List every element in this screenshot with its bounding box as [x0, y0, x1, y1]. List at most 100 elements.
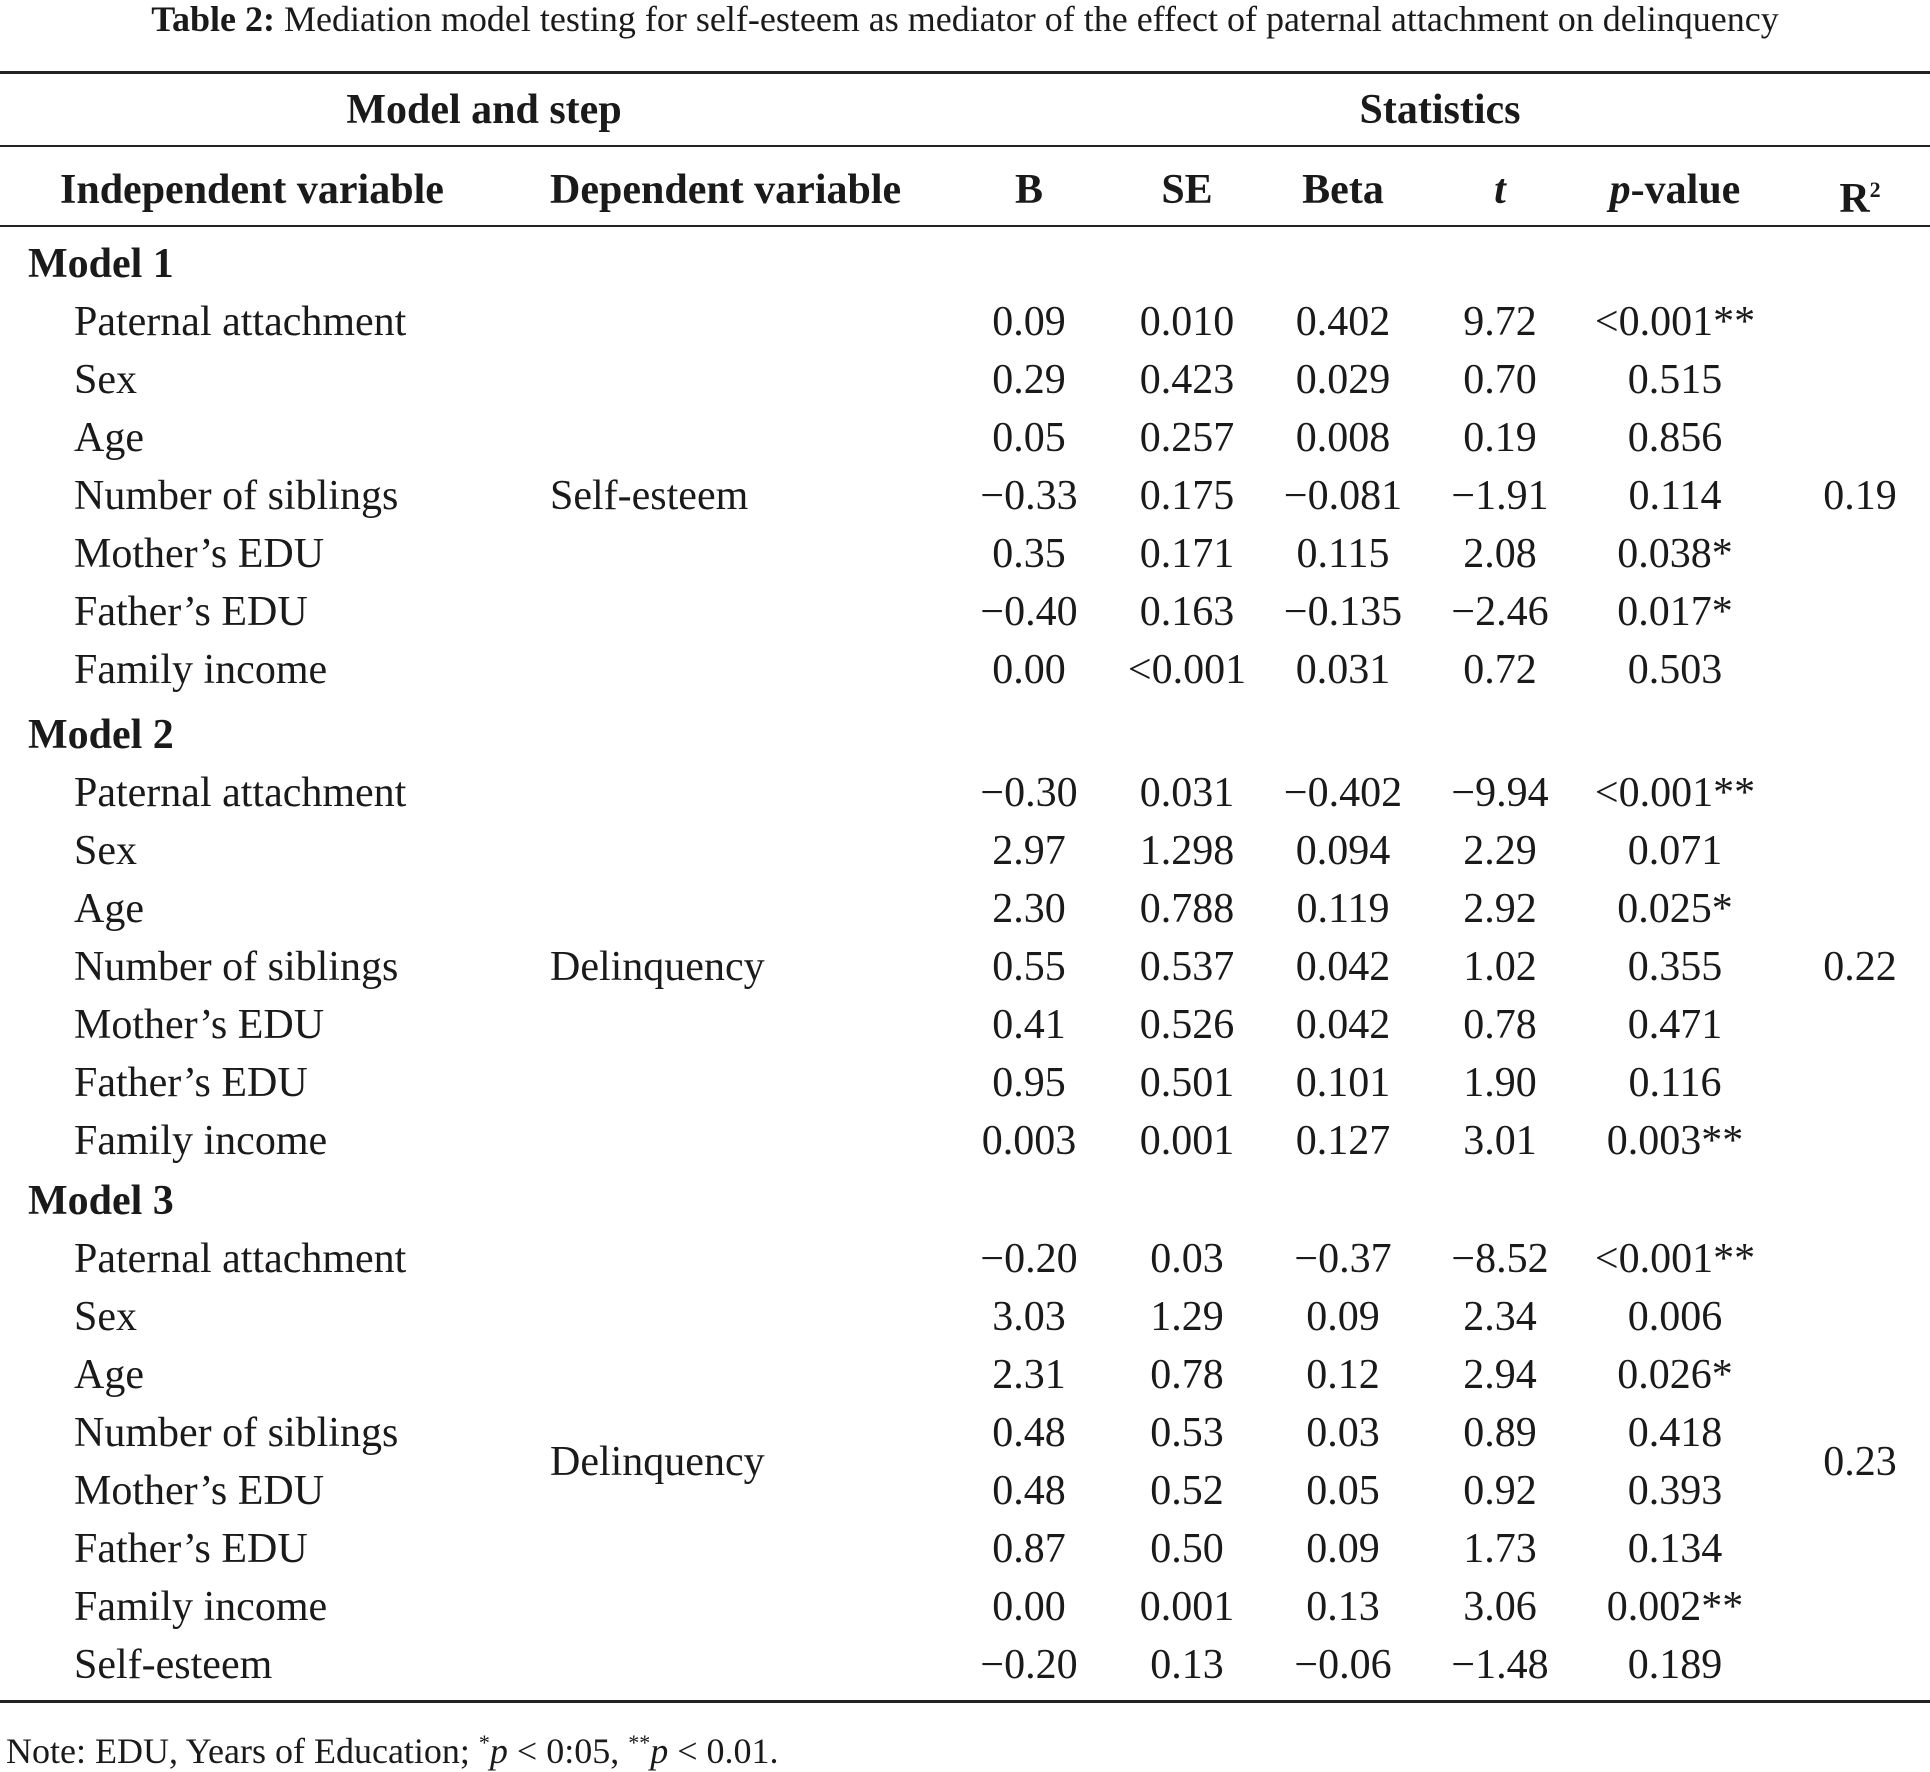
cell-beta: 0.12	[1306, 1352, 1380, 1398]
col-header-independent: Independent variable	[60, 167, 444, 213]
cell-t: −2.46	[1451, 589, 1549, 635]
cell-t: 1.73	[1463, 1526, 1537, 1572]
cell-beta: −0.37	[1294, 1236, 1392, 1282]
cell-b: 0.003	[981, 1118, 1077, 1164]
header-rule	[0, 225, 1930, 227]
cell-b: 3.03	[992, 1294, 1066, 1340]
independent-variable: Paternal attachment	[74, 1236, 407, 1282]
cell-se: 0.501	[1139, 1060, 1235, 1106]
independent-variable: Family income	[74, 647, 328, 693]
independent-variable: Sex	[74, 1294, 137, 1340]
cell-p: 0.002**	[1606, 1584, 1744, 1630]
cell-t: 2.29	[1463, 828, 1537, 874]
cell-t: 1.02	[1463, 944, 1537, 990]
cell-beta: −0.06	[1294, 1642, 1392, 1688]
cell-p: 0.025*	[1617, 886, 1733, 932]
cell-se: 0.163	[1139, 589, 1235, 635]
cell-beta: −0.135	[1283, 589, 1403, 635]
cell-se: 0.257	[1139, 415, 1235, 461]
cell-p: <0.001**	[1594, 770, 1756, 816]
cell-b: 2.31	[992, 1352, 1066, 1398]
cell-t: 1.90	[1463, 1060, 1537, 1106]
independent-variable: Age	[74, 1352, 144, 1398]
cell-beta: 0.05	[1306, 1468, 1380, 1514]
col-header-t: t	[1494, 167, 1506, 213]
cell-p: 0.003**	[1606, 1118, 1744, 1164]
note-star1: *	[478, 1730, 490, 1755]
table-note: Note: EDU, Years of Education; *p < 0:05…	[6, 1722, 779, 1772]
col-header-beta: Beta	[1302, 167, 1384, 213]
cell-p: 0.116	[1628, 1060, 1722, 1106]
cell-beta: −0.081	[1283, 473, 1403, 519]
cell-beta: 0.119	[1296, 886, 1390, 932]
cell-b: 0.41	[992, 1002, 1066, 1048]
cell-t: 2.34	[1463, 1294, 1537, 1340]
independent-variable: Mother’s EDU	[74, 531, 325, 577]
cell-se: 0.001	[1139, 1584, 1235, 1630]
cell-beta: 0.115	[1296, 531, 1390, 577]
cell-se: 0.031	[1139, 770, 1235, 816]
cell-p: 0.017*	[1617, 589, 1733, 635]
cell-beta: 0.029	[1295, 357, 1391, 403]
cell-se: 0.001	[1139, 1118, 1235, 1164]
col-header-p-value: p-value	[1560, 166, 1790, 214]
table-caption: Table 2: Mediation model testing for sel…	[0, 0, 1930, 40]
cell-beta: 0.042	[1295, 1002, 1391, 1048]
independent-variable: Father’s EDU	[74, 1526, 308, 1572]
top-rule	[0, 71, 1930, 74]
cell-se: 0.171	[1139, 531, 1235, 577]
caption-label: Table 2:	[151, 0, 275, 39]
model-label: Model 1	[28, 241, 174, 287]
cell-t: 0.92	[1463, 1468, 1537, 1514]
cell-t: 9.72	[1463, 299, 1537, 345]
cell-b: −0.33	[980, 473, 1078, 519]
independent-variable: Self-esteem	[74, 1642, 273, 1688]
cell-b: 0.55	[992, 944, 1066, 990]
col-header-p-rest: -value	[1630, 167, 1741, 213]
cell-beta: −0.402	[1283, 770, 1403, 816]
independent-variable: Age	[74, 415, 144, 461]
cell-beta: 0.03	[1306, 1410, 1380, 1456]
cell-t: 0.72	[1463, 647, 1537, 693]
cell-t: 0.78	[1463, 1002, 1537, 1048]
col-header-r2: R2	[1800, 166, 1920, 223]
col-header-p-italic: p	[1609, 167, 1631, 213]
cell-p: 0.071	[1627, 828, 1723, 874]
cell-t: 2.92	[1463, 886, 1537, 932]
cell-se: 0.423	[1139, 357, 1235, 403]
cell-t: 2.08	[1463, 531, 1537, 577]
cell-b: 0.87	[992, 1526, 1066, 1572]
independent-variable: Number of siblings	[74, 1410, 399, 1456]
cell-b: 0.95	[992, 1060, 1066, 1106]
cell-se: 0.13	[1150, 1642, 1224, 1688]
cell-p: 0.418	[1627, 1410, 1723, 1456]
independent-variable: Family income	[74, 1584, 328, 1630]
cell-b: 0.48	[992, 1410, 1066, 1456]
note-star2: **	[628, 1730, 651, 1755]
cell-b: 0.00	[992, 647, 1066, 693]
cell-b: −0.20	[980, 1642, 1078, 1688]
r-squared: 0.22	[1823, 944, 1897, 990]
cell-se: <0.001	[1127, 647, 1247, 693]
mid-rule	[0, 145, 1930, 147]
dependent-variable: Self-esteem	[550, 473, 749, 519]
cell-b: −0.40	[980, 589, 1078, 635]
cell-t: 0.19	[1463, 415, 1537, 461]
col-header-b: B	[1014, 167, 1043, 213]
cell-se: 0.526	[1139, 1002, 1235, 1048]
cell-b: −0.30	[980, 770, 1078, 816]
cell-se: 0.010	[1139, 299, 1235, 345]
cell-se: 0.537	[1139, 944, 1235, 990]
cell-t: −8.52	[1451, 1236, 1549, 1282]
col-header-se: SE	[1161, 167, 1213, 213]
cell-beta: 0.09	[1306, 1294, 1380, 1340]
caption-text: Mediation model testing for self-esteem …	[283, 0, 1779, 39]
cell-t: −1.48	[1451, 1642, 1549, 1688]
r-squared: 0.19	[1823, 473, 1897, 519]
cell-p: 0.856	[1627, 415, 1723, 461]
dependent-variable: Delinquency	[550, 1439, 765, 1485]
cell-p: 0.393	[1627, 1468, 1723, 1514]
cell-beta: 0.031	[1295, 647, 1391, 693]
cell-se: 1.298	[1139, 828, 1235, 874]
